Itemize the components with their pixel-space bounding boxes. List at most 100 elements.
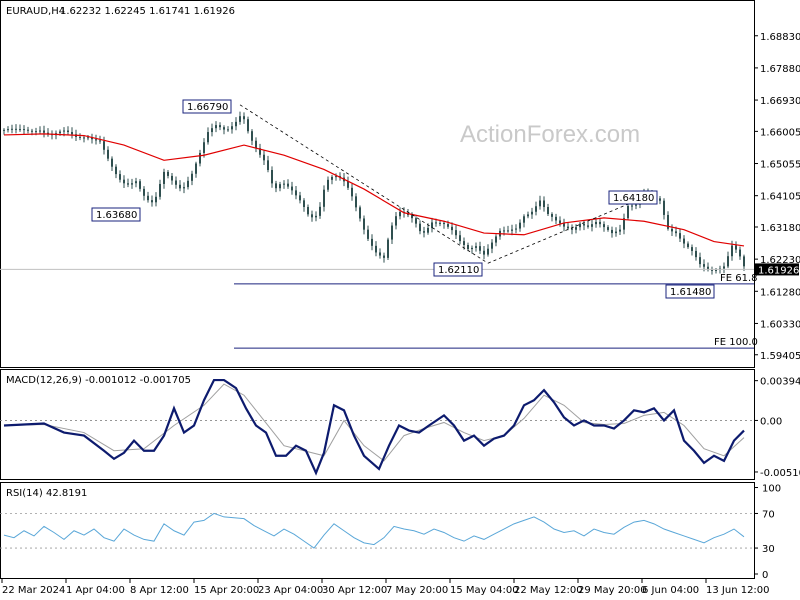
candle-body [163, 171, 165, 184]
candle-body [563, 223, 565, 227]
candle-body [731, 245, 733, 257]
candle-body [423, 231, 425, 233]
candle-body [239, 116, 241, 122]
candle-body [7, 129, 9, 131]
price-axis-label: 1.60330 [760, 319, 800, 330]
candle-body [331, 176, 333, 180]
candle-body [291, 186, 293, 191]
candle-body [715, 269, 717, 271]
candle-body [111, 158, 113, 167]
macd-axis-label: 0.00 [760, 416, 782, 427]
candle-body [59, 131, 61, 134]
candle-body [695, 250, 697, 258]
candle-body [91, 137, 93, 140]
candle-body [619, 229, 621, 232]
rsi-line [3, 512, 745, 549]
candle-body [679, 233, 681, 239]
candle-body [135, 181, 137, 184]
candle-body [743, 256, 745, 267]
candle-body [199, 152, 201, 164]
candle-body [595, 221, 597, 225]
candle-body [531, 211, 533, 215]
candle-body [739, 249, 741, 257]
candle-body [195, 163, 197, 174]
candle-body [631, 205, 633, 207]
candle-body [15, 128, 17, 130]
rsi-panel [0, 482, 755, 579]
candle-body [191, 173, 193, 181]
candle-body [591, 224, 593, 227]
candle-body [367, 229, 369, 239]
candle-body [703, 264, 705, 267]
candle-body [47, 132, 49, 135]
candle-body [415, 218, 417, 224]
candle-body [507, 230, 509, 232]
candle-body [735, 245, 737, 250]
candle-body [311, 214, 313, 218]
time-axis-label: 7 May 20:00 [386, 585, 448, 596]
candle-body [119, 174, 121, 180]
candle-body [659, 198, 661, 201]
price-axis-label: 1.67880 [760, 64, 800, 75]
candle-body [671, 228, 673, 232]
candle-body [635, 204, 637, 206]
time-axis-label: 15 May 04:00 [450, 585, 519, 596]
last-price-tag [755, 263, 799, 276]
rsi-axis-label: 30 [762, 544, 775, 555]
price-axis-label: 1.64105 [760, 192, 800, 203]
price-annotation-box [91, 207, 141, 222]
candle-body [551, 214, 553, 217]
time-axis-label: 30 Apr 12:00 [322, 585, 387, 596]
candle-body [371, 238, 373, 246]
candle-body [579, 223, 581, 228]
candle-body [187, 180, 189, 188]
candle-body [443, 222, 445, 225]
price-annotation-box [433, 262, 483, 277]
candle-body [147, 195, 149, 201]
candle-body [295, 190, 297, 196]
candle-body [615, 231, 617, 234]
price-annotation-label: 1.66790 [187, 102, 228, 113]
candle-body [383, 255, 385, 258]
candle-body [211, 128, 213, 133]
candle-body [395, 216, 397, 226]
candle-body [171, 175, 173, 181]
candle-body [215, 125, 217, 129]
candle-body [287, 183, 289, 187]
price-axis-label: 1.66930 [760, 96, 800, 107]
candle-body [359, 207, 361, 219]
candle-body [235, 121, 237, 127]
candle-body [391, 225, 393, 240]
candle-body [611, 229, 613, 234]
candle-body [355, 196, 357, 208]
time-axis-label: 8 Apr 12:00 [130, 585, 189, 596]
watermark: ActionForex.com [460, 121, 640, 148]
candle-body [495, 236, 497, 243]
candle-body [699, 257, 701, 265]
candle-body [439, 222, 441, 224]
candle-body [603, 224, 605, 228]
time-axis-label: 15 Apr 20:00 [194, 585, 259, 596]
candle-body [183, 187, 185, 189]
candle-body [255, 140, 257, 149]
price-panel [0, 0, 755, 368]
candle-body [363, 218, 365, 230]
candle-body [567, 226, 569, 229]
macd-axis-label: 0.003941 [760, 377, 800, 388]
candle-body [607, 227, 609, 230]
candle-body [347, 181, 349, 188]
time-axis-label: 1 Apr 04:00 [66, 585, 125, 596]
candle-body [727, 256, 729, 267]
candle-body [427, 227, 429, 233]
price-annotation-label: 1.64180 [613, 193, 654, 204]
candle-body [479, 246, 481, 251]
candle-body [259, 148, 261, 155]
candle-body [219, 125, 221, 128]
candle-body [267, 160, 269, 170]
rsi-axis-label: 0 [762, 570, 768, 581]
candle-body [307, 206, 309, 215]
candle-body [435, 222, 437, 224]
candle-body [451, 226, 453, 231]
candle-body [327, 179, 329, 190]
